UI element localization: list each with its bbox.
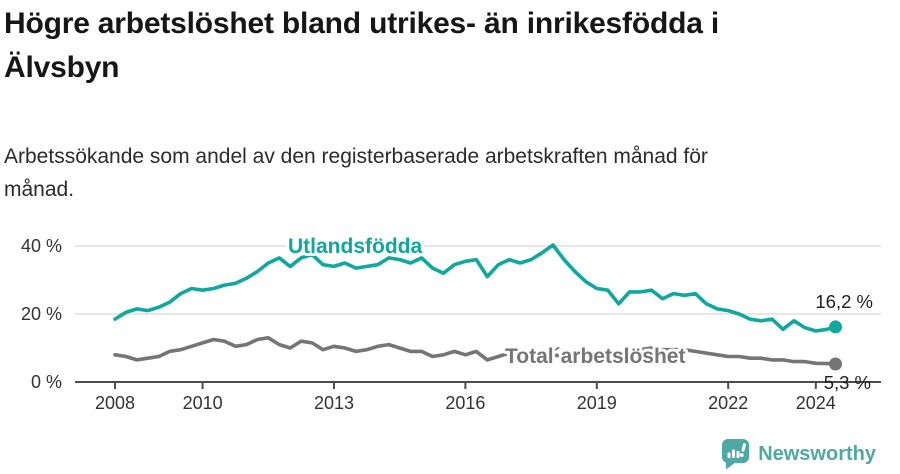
chart-canvas: 2008 2010 2013 2016 2019 2022 2024 0 % 20 % 40… <box>21 232 881 413</box>
series-line-0 <box>113 243 838 333</box>
x-tick-label: 2019 <box>577 393 617 413</box>
series-end-dot-0 <box>829 320 843 334</box>
series-label-utlandsfodda: Utlandsfödda <box>288 235 422 258</box>
chart-subtitle: Arbetssökande som andel av den registerb… <box>4 145 708 201</box>
x-axis <box>75 381 881 389</box>
end-value-label-utlandsfodda: 16,2 % <box>815 291 873 312</box>
x-tick-label: 2016 <box>445 393 485 413</box>
series-end-dots <box>829 320 843 371</box>
y-tick-label-40: 40 % <box>21 236 62 256</box>
series-label-total-arbetsloshet: Total´arbetslöshet <box>505 345 685 368</box>
end-value-label-total: 5,3 % <box>824 372 871 393</box>
x-tick-label: 2024 <box>796 393 836 413</box>
x-axis-tick-labels: 2008 2010 2013 2016 2019 2022 2024 <box>95 393 836 413</box>
gridlines <box>75 245 881 315</box>
series-lines <box>113 243 838 366</box>
page-title: Högre arbetslöshet bland utrikes- än inr… <box>4 7 719 84</box>
y-tick-label-20: 20 % <box>21 304 62 324</box>
y-tick-label-0: 0 % <box>31 372 62 392</box>
newsworthy-logo-icon <box>722 439 750 470</box>
brand-name: Newsworthy <box>758 442 876 465</box>
newsworthy-branding: Newsworthy <box>721 437 876 471</box>
x-tick-label: 2010 <box>183 393 223 413</box>
x-tick-label: 2008 <box>95 393 135 413</box>
x-tick-label: 2022 <box>708 393 748 413</box>
line-chart: 2008 2010 2013 2016 2019 2022 2024 0 % 20 % 40… <box>0 222 900 434</box>
series-end-dot-1 <box>829 357 843 371</box>
x-tick-label: 2013 <box>314 393 354 413</box>
series-line-1 <box>113 336 838 366</box>
